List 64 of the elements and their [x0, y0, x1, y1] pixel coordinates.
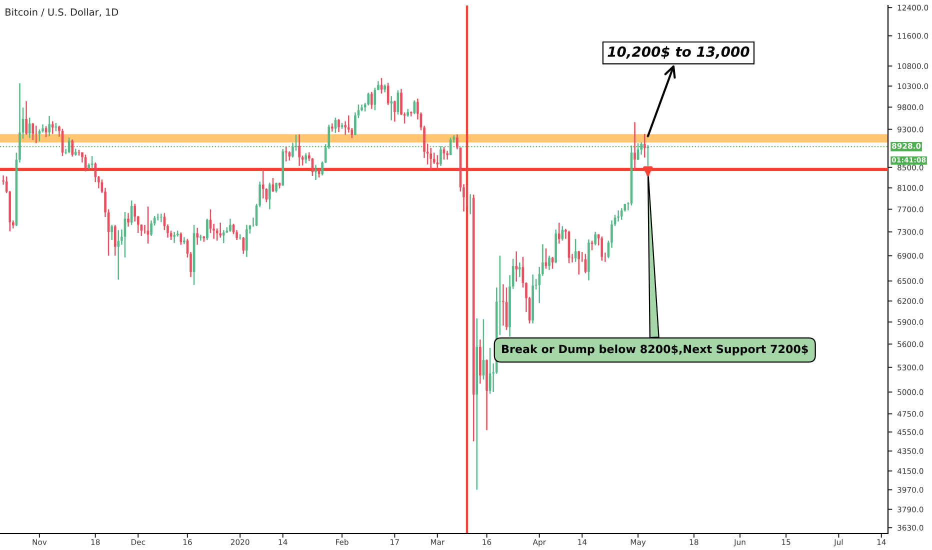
candlestick	[35, 125, 38, 144]
candlestick	[84, 154, 87, 172]
candlestick	[634, 121, 636, 172]
candlestick	[518, 262, 521, 278]
candlestick	[390, 95, 393, 121]
candlestick	[314, 164, 317, 181]
candlestick	[370, 91, 373, 110]
chart-title: Bitcoin / U.S. Dollar, 1D	[6, 8, 118, 17]
candlestick	[196, 227, 198, 246]
candlestick	[222, 229, 225, 244]
candlestick	[268, 182, 271, 210]
candlestick	[298, 134, 300, 167]
candlestick	[173, 231, 176, 244]
annotation: 10,200$ to 13,000	[608, 46, 750, 59]
candlestick	[590, 240, 594, 251]
candlestick	[578, 250, 580, 276]
candlestick	[71, 138, 74, 158]
candlestick	[32, 122, 34, 141]
candlestick	[38, 128, 41, 142]
candlestick	[561, 225, 564, 242]
candlestick	[242, 236, 245, 254]
candlestick	[219, 222, 222, 238]
candlestick	[180, 232, 182, 246]
candlestick	[246, 224, 248, 258]
candlestick	[446, 150, 448, 160]
annotation: Break or Dump below 8200$,Next Support 7200$	[502, 344, 808, 356]
candlestick	[558, 222, 560, 244]
candlestick	[643, 133, 646, 158]
candlestick	[262, 168, 264, 200]
candlestick	[156, 213, 160, 222]
candlestick	[275, 182, 278, 194]
candlestick	[430, 147, 432, 171]
candlestick	[183, 236, 186, 245]
candlestick	[114, 224, 116, 256]
candlestick	[25, 100, 28, 136]
candlestick	[350, 127, 354, 139]
candlestick	[90, 155, 94, 170]
candlestick	[338, 118, 340, 133]
candlestick	[127, 212, 130, 228]
candlestick	[394, 100, 396, 122]
candlestick	[502, 284, 504, 326]
candlestick	[548, 255, 550, 271]
candlestick	[620, 208, 623, 220]
candlestick	[48, 115, 50, 137]
candlestick	[466, 184, 468, 208]
candlestick	[150, 220, 152, 237]
candlestick	[110, 224, 113, 241]
candlestick	[229, 218, 232, 232]
candlestick	[44, 126, 48, 138]
candlestick	[551, 256, 554, 270]
candlestick	[206, 218, 208, 241]
candlestick	[304, 152, 308, 164]
candlestick	[515, 250, 518, 282]
candlestick	[436, 154, 439, 171]
candlestick	[617, 210, 620, 222]
candlestick	[413, 100, 416, 115]
candlestick	[440, 145, 442, 167]
candlestick	[600, 236, 604, 262]
candlestick	[594, 231, 596, 246]
candlestick	[117, 229, 120, 280]
candlestick	[28, 117, 31, 139]
candlestick	[284, 146, 288, 162]
candlestick	[51, 120, 54, 135]
candlestick	[160, 213, 162, 223]
